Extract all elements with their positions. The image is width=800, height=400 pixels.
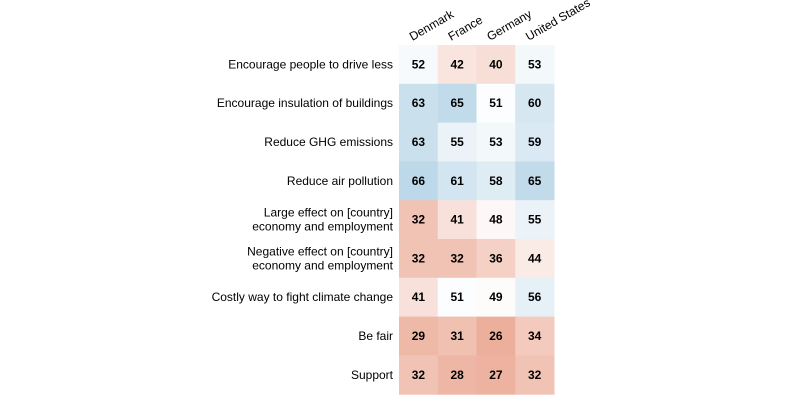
cell-value-label: 27	[489, 368, 503, 382]
heatmap-cell	[399, 45, 439, 85]
heatmap-cell	[515, 122, 555, 162]
heatmap-cell	[515, 239, 555, 279]
heatmap-cell	[515, 161, 555, 201]
cell-value-label: 51	[450, 290, 464, 304]
cell-value-label: 53	[489, 135, 503, 149]
heatmap-cell	[476, 122, 516, 162]
column-label: United States	[523, 0, 592, 44]
heatmap-cell	[437, 83, 477, 124]
heatmap-cell	[399, 161, 439, 201]
cell-value-label: 55	[528, 213, 542, 227]
row-label: Encourage people to drive less	[228, 57, 393, 71]
heatmap-cell	[399, 277, 439, 318]
heatmap-cell	[399, 355, 439, 395]
heatmap-cell	[476, 161, 516, 201]
heatmap-cell	[476, 355, 516, 395]
heatmap-cell	[437, 316, 477, 356]
row-label: Encourage insulation of buildings	[217, 96, 393, 110]
cell-value-label: 36	[489, 251, 503, 265]
cell-value-label: 49	[489, 290, 503, 304]
row-label: Costly way to fight climate change	[212, 290, 394, 304]
row-label: Support	[351, 368, 394, 382]
cell-value-label: 65	[450, 96, 464, 110]
heatmap-cell	[399, 316, 439, 356]
cell-value-label: 26	[489, 329, 503, 343]
heatmap-cell	[437, 45, 477, 85]
heatmap-cell	[399, 200, 439, 240]
cell-value-label: 51	[489, 96, 503, 110]
cell-value-label: 60	[528, 96, 542, 110]
heatmap-cell	[515, 83, 555, 124]
cell-value-label: 63	[412, 96, 426, 110]
cell-value-label: 32	[528, 368, 542, 382]
cell-value-label: 44	[528, 251, 542, 265]
cell-value-label: 32	[412, 251, 426, 265]
cell-value-label: 52	[412, 57, 426, 71]
heatmap-cell	[515, 277, 555, 318]
heatmap-cell	[515, 316, 555, 356]
cell-value-label: 41	[412, 290, 426, 304]
heatmap-cell	[476, 316, 516, 356]
cell-value-label: 65	[528, 174, 542, 188]
heatmap-cell	[515, 45, 555, 85]
cell-value-label: 56	[528, 290, 542, 304]
cell-value-label: 58	[489, 174, 503, 188]
heatmap-cell	[476, 239, 516, 279]
cell-value-label: 42	[450, 57, 464, 71]
cell-value-label: 48	[489, 213, 503, 227]
heatmap-cell	[515, 200, 555, 240]
heatmap-cell	[399, 122, 439, 162]
heatmap-cell	[476, 200, 516, 240]
cell-value-label: 53	[528, 57, 542, 71]
heatmap-cell	[437, 277, 477, 318]
cell-value-label: 29	[412, 329, 426, 343]
cell-value-label: 32	[412, 213, 426, 227]
cell-value-label: 55	[450, 135, 464, 149]
heatmap-cell	[515, 355, 555, 395]
heatmap-cell	[437, 200, 477, 240]
cell-value-label: 32	[412, 368, 426, 382]
heatmap-cell	[437, 122, 477, 162]
cell-value-label: 32	[450, 251, 464, 265]
heatmap-cell	[399, 239, 439, 279]
row-label: Reduce GHG emissions	[264, 135, 393, 149]
row-label: Negative effect on [country] economy and …	[247, 244, 394, 272]
cell-value-label: 61	[450, 174, 464, 188]
heatmap-cell	[437, 355, 477, 395]
cell-value-label: 31	[450, 329, 464, 343]
heatmap-cell	[437, 161, 477, 201]
row-label: Reduce air pollution	[287, 174, 393, 188]
cell-value-label: 40	[489, 57, 503, 71]
row-label: Large effect on [country] economy and emp…	[252, 206, 393, 234]
heatmap-cell	[437, 239, 477, 279]
cell-value-label: 66	[412, 174, 426, 188]
row-label: Be fair	[358, 329, 393, 343]
heatmap-cell	[476, 277, 516, 318]
heatmap-cell	[476, 45, 516, 85]
heatmap-cell	[399, 83, 439, 124]
cell-value-label: 59	[528, 135, 542, 149]
cell-value-label: 41	[450, 213, 464, 227]
cell-value-label: 28	[450, 368, 464, 382]
cell-value-label: 34	[528, 329, 542, 343]
cell-value-label: 63	[412, 135, 426, 149]
heatmap-cell	[476, 83, 516, 124]
